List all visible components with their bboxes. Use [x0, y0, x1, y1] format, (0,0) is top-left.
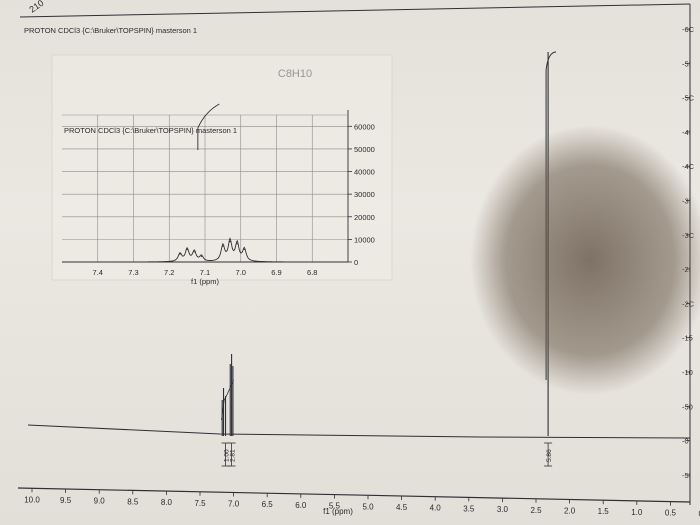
inset-peak-marker [243, 248, 245, 251]
inset-y-tick-label: 60000 [354, 122, 375, 131]
integral-curve-aromatic [221, 379, 234, 421]
inset-x-axis-label: f1 (ppm) [191, 277, 219, 286]
x-axis-label: f1 (ppm) [323, 507, 353, 516]
inset-x-tick-label: 7.0 [236, 268, 246, 277]
inset-spectrum-line [62, 237, 348, 263]
x-tick-label: 3.0 [497, 505, 509, 514]
inset-x-tick-label: 7.4 [93, 268, 103, 277]
x-tick-label: 6.5 [262, 500, 274, 509]
inset-y-tick-label: 20000 [354, 213, 375, 222]
x-axis-line [17, 487, 691, 503]
y-tick-label-right: -6C [682, 25, 695, 34]
integral-label: 1.00 [224, 449, 231, 462]
inset-frame [51, 54, 393, 281]
x-tick-label: 1.5 [598, 507, 610, 516]
inset-y-tick-label: 10000 [354, 235, 375, 244]
integral-label: 5.86 [546, 449, 553, 462]
inset-y-tick-label: 0 [354, 258, 358, 267]
inset-x-tick-label: 7.2 [164, 268, 174, 277]
x-tick-label: 7.0 [228, 499, 240, 508]
x-tick-label: 0.0 [698, 509, 700, 518]
corner-page-number: 210 [27, 0, 45, 15]
inset-peak-marker [200, 255, 203, 257]
inset-title: PROTON CDCl3 {C:\Bruker\TOPSPIN} masters… [64, 126, 237, 135]
spectrum-subtitle: PROTON CDCl3 {C:\Bruker\TOPSPIN} masters… [24, 26, 197, 35]
x-tick-label: 7.5 [194, 499, 206, 508]
inset-peak-marker [179, 253, 181, 255]
x-tick-label: 5.5 [329, 502, 341, 511]
y-tick-label-right: -5C [682, 94, 695, 103]
inset-peak-marker [222, 245, 224, 247]
inset-integral-curve [197, 103, 220, 150]
x-tick-label: 3.5 [463, 504, 475, 513]
inset-y-tick-label: 50000 [354, 145, 375, 154]
x-tick-label: 8.5 [127, 497, 139, 506]
inset-peak-marker [193, 251, 195, 253]
x-tick-label: 10.0 [24, 495, 40, 504]
x-tick-label: 9.5 [60, 496, 72, 505]
inset-y-tick-label: 30000 [354, 190, 375, 199]
inset-x-tick-label: 7.3 [128, 268, 138, 277]
inset-x-tick-label: 6.8 [307, 268, 317, 277]
x-tick-label: 1.0 [631, 508, 643, 517]
y-tick-label-right: -5I [682, 471, 691, 480]
y-tick-label-right: -5! [682, 59, 691, 68]
inset-peak-marker [186, 248, 188, 251]
inset-x-tick-label: 6.9 [271, 268, 281, 277]
x-tick-label: 6.0 [295, 501, 307, 510]
x-tick-label: 5.0 [362, 502, 374, 511]
integral-label: 2.81 [230, 449, 237, 462]
x-tick-label: 9.0 [94, 497, 106, 506]
x-tick-label: 4.0 [430, 504, 442, 513]
inset-x-tick-label: 7.1 [200, 268, 210, 277]
y-tick-label-right: -0 [682, 437, 689, 446]
x-tick-label: 2.5 [530, 506, 542, 515]
x-tick-label: 8.0 [161, 498, 173, 507]
y-tick-label-right: -50 [682, 402, 693, 411]
integral-curve-methyl [545, 51, 557, 380]
inset-peak-marker [229, 241, 231, 243]
hand-shadow [470, 125, 700, 395]
x-tick-label: 2.0 [564, 506, 576, 515]
x-tick-label: 0.5 [665, 509, 677, 518]
inset-peak-marker [236, 243, 238, 245]
frame-top-line [19, 3, 691, 18]
spectrum-baseline [27, 424, 691, 439]
x-tick-label: 4.5 [396, 503, 408, 512]
inset-y-tick-label: 40000 [354, 168, 375, 177]
